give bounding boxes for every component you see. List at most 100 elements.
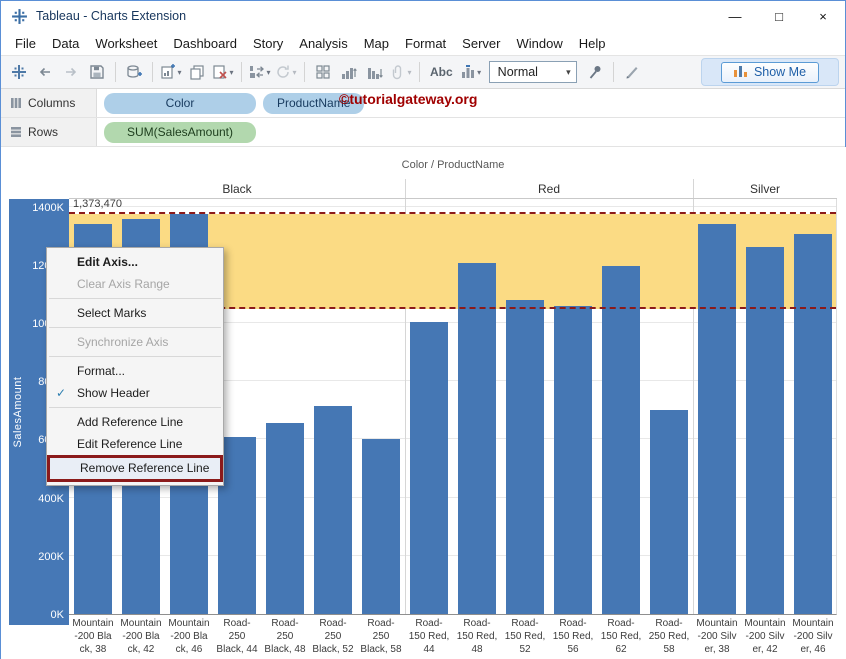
pill-sum-salesamount[interactable]: SUM(SalesAmount) xyxy=(104,122,256,143)
bar-mountain-200-silv-er-46[interactable] xyxy=(794,234,832,614)
menu-item-add-reference-line[interactable]: Add Reference Line xyxy=(47,411,223,433)
bar-road-150-red-44[interactable] xyxy=(410,322,448,614)
new-worksheet-icon[interactable]: ▾ xyxy=(159,60,183,84)
x-axis-label[interactable]: Mountain-200 Silver, 42 xyxy=(741,617,789,656)
x-axis-label[interactable]: Road-150 Red,44 xyxy=(405,617,453,656)
menu-item-format[interactable]: Format... xyxy=(47,360,223,382)
minimize-button[interactable]: — xyxy=(713,1,757,31)
toolbar-items: ▾▾▾▾▾Abc▾Normal▾ xyxy=(7,60,695,84)
pin-icon[interactable] xyxy=(583,60,607,84)
x-axis-label[interactable]: Road-250Black, 44 xyxy=(213,617,261,656)
title-bar: Tableau - Charts Extension — □ × xyxy=(1,1,845,31)
bar-road-250-red-58[interactable] xyxy=(650,410,688,614)
x-axis-label[interactable]: Road-250Black, 58 xyxy=(357,617,405,656)
menu-item-show-header[interactable]: ✓Show Header xyxy=(47,382,223,404)
menu-worksheet[interactable]: Worksheet xyxy=(87,33,165,54)
group-header-row: BlackRedSilver xyxy=(69,179,837,199)
menu-item-label: Remove Reference Line xyxy=(80,461,209,475)
show-me-button[interactable]: Show Me xyxy=(721,62,819,83)
x-axis-label[interactable]: Mountain-200 Silver, 46 xyxy=(789,617,837,656)
x-axis-label[interactable]: Mountain-200 Black, 46 xyxy=(165,617,213,656)
watermark: ©tutorialgateway.org xyxy=(339,91,477,107)
group-header-silver[interactable]: Silver xyxy=(693,179,837,199)
group-divider xyxy=(693,179,694,198)
highlight-icon[interactable] xyxy=(620,60,644,84)
x-axis-label[interactable]: Road-250Black, 52 xyxy=(309,617,357,656)
fit-dropdown-value: Normal xyxy=(498,65,538,79)
x-axis-label[interactable]: Road-250Black, 48 xyxy=(261,617,309,656)
menu-item-edit-reference-line[interactable]: Edit Reference Line xyxy=(47,433,223,455)
menu-story[interactable]: Story xyxy=(245,33,291,54)
menu-map[interactable]: Map xyxy=(356,33,397,54)
menu-item-select-marks[interactable]: Select Marks xyxy=(47,302,223,324)
sort-descending-icon[interactable] xyxy=(363,60,387,84)
menu-window[interactable]: Window xyxy=(508,33,570,54)
tableau-app-icon xyxy=(11,8,28,25)
menu-dashboard[interactable]: Dashboard xyxy=(165,33,245,54)
menu-item-label: Format... xyxy=(77,364,125,378)
menu-format[interactable]: Format xyxy=(397,33,454,54)
rows-shelf-text: Rows xyxy=(28,125,58,139)
close-button[interactable]: × xyxy=(801,1,845,31)
menu-help[interactable]: Help xyxy=(571,33,614,54)
field-header[interactable]: Color / ProductName xyxy=(69,159,837,171)
bar-road-150-red-48[interactable] xyxy=(458,263,496,614)
menu-file[interactable]: File xyxy=(7,33,44,54)
toolbar-separator xyxy=(115,62,116,82)
x-axis-label[interactable]: Mountain-200 Black, 38 xyxy=(69,617,117,656)
dropdown-caret-icon: ▾ xyxy=(177,68,181,77)
bar-road-250-black-52[interactable] xyxy=(314,406,352,614)
clear-sheet-icon[interactable]: ▾ xyxy=(211,60,235,84)
x-axis-label[interactable]: Road-150 Red,56 xyxy=(549,617,597,656)
reference-line-top[interactable] xyxy=(69,212,836,214)
menu-separator xyxy=(49,327,221,328)
bar-road-150-red-62[interactable] xyxy=(602,266,640,614)
menu-item-clear-axis-range: Clear Axis Range xyxy=(47,273,223,295)
bar-mountain-200-silv-er-42[interactable] xyxy=(746,247,784,614)
menu-separator xyxy=(49,298,221,299)
bar-road-250-black-58[interactable] xyxy=(362,439,400,614)
menu-item-label: Edit Axis... xyxy=(77,255,138,269)
bar-road-150-red-52[interactable] xyxy=(506,300,544,614)
sort-ascending-icon[interactable] xyxy=(337,60,361,84)
bar-road-250-black-48[interactable] xyxy=(266,423,304,614)
menu-data[interactable]: Data xyxy=(44,33,87,54)
toolbar-separator xyxy=(241,62,242,82)
bar-road-150-red-56[interactable] xyxy=(554,306,592,614)
window-controls: — □ × xyxy=(713,1,845,31)
dropdown-caret-icon: ▾ xyxy=(292,68,296,77)
group-header-black[interactable]: Black xyxy=(69,179,405,199)
undo-icon[interactable] xyxy=(33,60,57,84)
menu-item-label: Synchronize Axis xyxy=(77,335,168,349)
x-axis-label[interactable]: Road-150 Red,52 xyxy=(501,617,549,656)
fit-dropdown[interactable]: Normal▾ xyxy=(489,61,577,83)
x-axis-label[interactable]: Road-250 Red,58 xyxy=(645,617,693,656)
tableau-logo-icon[interactable] xyxy=(7,60,31,84)
redo-icon[interactable] xyxy=(59,60,83,84)
x-axis-label[interactable]: Road-150 Red,48 xyxy=(453,617,501,656)
rows-shelf-pills: SUM(SalesAmount) xyxy=(97,122,256,143)
menu-item-remove-reference-line[interactable]: Remove Reference Line xyxy=(47,455,223,482)
x-axis-label[interactable]: Road-150 Red,62 xyxy=(597,617,645,656)
gridline xyxy=(69,206,836,207)
rows-shelf-label: Rows xyxy=(1,118,97,146)
maximize-button[interactable]: □ xyxy=(757,1,801,31)
menu-analysis[interactable]: Analysis xyxy=(291,33,355,54)
mark-labels-icon[interactable]: ▾ xyxy=(459,60,483,84)
x-axis-label[interactable]: Mountain-200 Black, 42 xyxy=(117,617,165,656)
menu-server[interactable]: Server xyxy=(454,33,508,54)
pill-color[interactable]: Color xyxy=(104,93,256,114)
y-tick-label: 0K xyxy=(51,609,64,621)
show-mark-labels-button[interactable]: Abc xyxy=(426,60,457,84)
tableau-window: Tableau - Charts Extension — □ × FileDat… xyxy=(0,0,846,659)
bar-mountain-200-silv-er-38[interactable] xyxy=(698,224,736,614)
view-cards-icon[interactable] xyxy=(311,60,335,84)
swap-axes-icon[interactable]: ▾ xyxy=(248,60,272,84)
dropdown-caret-icon: ▾ xyxy=(229,68,233,77)
group-header-red[interactable]: Red xyxy=(405,179,693,199)
x-axis-label[interactable]: Mountain-200 Silver, 38 xyxy=(693,617,741,656)
save-icon[interactable] xyxy=(85,60,109,84)
menu-item-edit-axis[interactable]: Edit Axis... xyxy=(47,251,223,273)
add-data-source-icon[interactable] xyxy=(122,60,146,84)
duplicate-sheet-icon[interactable] xyxy=(185,60,209,84)
